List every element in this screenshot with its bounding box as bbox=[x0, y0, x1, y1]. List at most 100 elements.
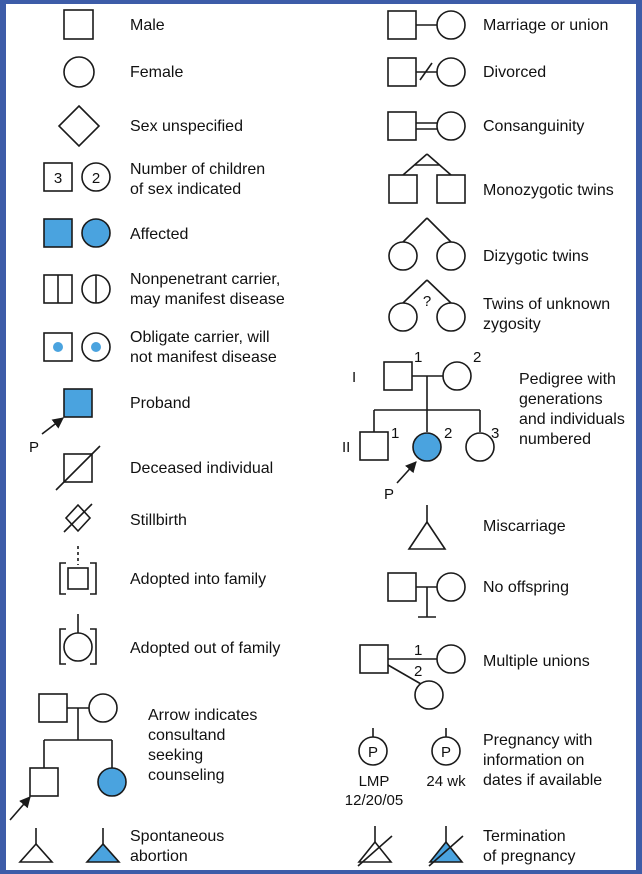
gen1-female-circle-icon bbox=[442, 361, 472, 391]
divorced-label: Divorced bbox=[483, 64, 546, 81]
number-of-children-item: 3 2 Number of children of sex indicated bbox=[43, 161, 265, 198]
unknown-twins-line1: Twins of unknown bbox=[483, 296, 610, 313]
pregnancy-lmp: LMP bbox=[359, 773, 390, 790]
pregnancy-item: P LMP 12/20/05 P 24 wk Pregnancy with in… bbox=[345, 728, 602, 809]
stillbirth-label: Stillbirth bbox=[130, 512, 187, 529]
gen2-c2: 2 bbox=[444, 425, 452, 442]
divorced-circle-icon bbox=[436, 57, 466, 87]
proband-marker: P bbox=[29, 439, 39, 456]
pedigree-line1: Pedigree with bbox=[519, 371, 616, 388]
female-circle-icon bbox=[63, 56, 95, 88]
spouse1-circle-icon bbox=[436, 644, 466, 674]
pregnancy-line1: Pregnancy with bbox=[483, 732, 592, 749]
consultand-item: Arrow indicates consultand seeking couns… bbox=[9, 693, 257, 821]
deceased-item: Deceased individual bbox=[55, 445, 273, 491]
union-2-label: 2 bbox=[414, 663, 422, 680]
stillbirth-item: Stillbirth bbox=[63, 503, 187, 533]
male-count-square-icon bbox=[43, 162, 73, 192]
pregnancy-weeks: 24 wk bbox=[426, 773, 466, 790]
gen2-c1: 1 bbox=[391, 425, 399, 442]
generation-1-label: I bbox=[352, 369, 356, 386]
pedigree-line2: generations bbox=[519, 391, 603, 408]
unknown-twins-line2: zygosity bbox=[483, 316, 541, 333]
spontaneous-line2: abortion bbox=[130, 848, 188, 865]
adopted-into-label: Adopted into family bbox=[130, 571, 266, 588]
affected-circle-icon bbox=[81, 218, 111, 248]
proband-item: P Proband bbox=[29, 388, 191, 456]
multiple-unions-label: Multiple unions bbox=[483, 653, 590, 670]
twin2-circle-icon bbox=[436, 302, 466, 332]
diamond-icon bbox=[57, 104, 101, 148]
twin2-circle-icon bbox=[436, 241, 466, 271]
gen2-female-circle-icon bbox=[465, 432, 495, 462]
obligate-line1: Obligate carrier, will bbox=[130, 329, 270, 346]
twin1-circle-icon bbox=[388, 241, 418, 271]
consultand-line3: seeking bbox=[148, 747, 203, 764]
pregnancy1-symbol: P bbox=[368, 744, 378, 761]
male-square-icon bbox=[63, 9, 94, 40]
marriage-square-icon bbox=[387, 10, 417, 40]
female-label: Female bbox=[130, 64, 183, 81]
nonpenetrant-line1: Nonpenetrant carrier, bbox=[130, 271, 280, 288]
male-label: Male bbox=[130, 17, 165, 34]
miscarriage-label: Miscarriage bbox=[483, 518, 566, 535]
right-bracket-icon bbox=[90, 562, 97, 595]
pedigree-line3: and individuals bbox=[519, 411, 625, 428]
adopted-out-circle-icon bbox=[63, 632, 93, 662]
consultand-line1: Arrow indicates bbox=[148, 707, 257, 724]
pedigree-line4: numbered bbox=[519, 431, 591, 448]
consanguinity-circle-icon bbox=[436, 111, 466, 141]
male-count: 3 bbox=[54, 170, 62, 187]
gen2-c3: 3 bbox=[491, 425, 499, 442]
miscarriage-item: Miscarriage bbox=[407, 505, 566, 550]
consultand-line2: consultand bbox=[148, 727, 225, 744]
pedigree-example-item: I 1 2 II 1 2 3 P Pedigree with generatio… bbox=[342, 349, 625, 503]
question-mark: ? bbox=[423, 293, 431, 310]
affected-item: Affected bbox=[43, 218, 188, 248]
mz-twins-label: Monozygotic twins bbox=[483, 182, 614, 199]
adopted-into-square-icon bbox=[67, 567, 89, 590]
adopted-out-item: Adopted out of family bbox=[59, 614, 280, 665]
white-panel bbox=[6, 4, 636, 870]
twin1-circle-icon bbox=[388, 302, 418, 332]
female-count-circle-icon bbox=[81, 162, 111, 192]
deceased-slash-icon bbox=[55, 445, 101, 491]
proband-label: Proband bbox=[130, 395, 191, 412]
multiple-unions-item: 1 2 Multiple unions bbox=[359, 642, 590, 710]
divorced-square-icon bbox=[387, 57, 417, 87]
spontaneous-line1: Spontaneous bbox=[130, 828, 224, 845]
consultand-line4: counseling bbox=[148, 767, 225, 784]
pregnancy-line2: information on bbox=[483, 752, 584, 769]
pregnancy-line3: dates if available bbox=[483, 772, 602, 789]
mother-circle-icon bbox=[88, 693, 118, 723]
adopted-into-item: Adopted into family bbox=[59, 546, 266, 595]
female-item: Female bbox=[63, 56, 183, 88]
spontaneous-abortion-item: Spontaneous abortion bbox=[18, 828, 224, 865]
consultand-square-icon bbox=[29, 767, 59, 797]
marriage-label: Marriage or union bbox=[483, 17, 608, 34]
divorce-slash-icon bbox=[419, 62, 433, 81]
union-1-label: 1 bbox=[414, 642, 422, 659]
multiple-unions-square-icon bbox=[359, 644, 389, 674]
male-item: Male bbox=[63, 9, 165, 40]
gen1-male-square-icon bbox=[383, 361, 413, 391]
right-bracket-icon bbox=[90, 628, 97, 665]
marriage-item: Marriage or union bbox=[387, 10, 608, 40]
proband-arrow-icon bbox=[41, 417, 64, 435]
monozygotic-twins-item: Monozygotic twins bbox=[388, 153, 614, 204]
termination-line2: of pregnancy bbox=[483, 848, 576, 865]
miscarriage-triangle-icon bbox=[407, 520, 447, 550]
num-children-line1: Number of children bbox=[130, 161, 265, 178]
unknown-twins-item: ? Twins of unknown zygosity bbox=[388, 279, 610, 333]
consanguinity-label: Consanguinity bbox=[483, 118, 584, 135]
gen1-n1: 1 bbox=[414, 349, 422, 366]
twin1-square-icon bbox=[388, 174, 418, 204]
adopted-out-label: Adopted out of family bbox=[130, 640, 280, 657]
gen1-n2: 2 bbox=[473, 349, 481, 366]
spontaneous-triangle-icon bbox=[18, 842, 54, 863]
divorced-item: Divorced bbox=[387, 57, 546, 87]
pedigree-proband-marker: P bbox=[384, 486, 394, 503]
left-bracket-icon bbox=[59, 562, 66, 595]
affected-label: Affected bbox=[130, 226, 188, 243]
